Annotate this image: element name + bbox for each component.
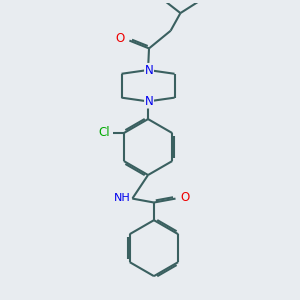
Text: NH: NH [114,193,131,202]
Text: O: O [115,32,124,45]
Text: O: O [181,191,190,204]
Text: Cl: Cl [98,126,110,139]
Text: N: N [145,64,153,76]
Text: N: N [145,95,153,108]
